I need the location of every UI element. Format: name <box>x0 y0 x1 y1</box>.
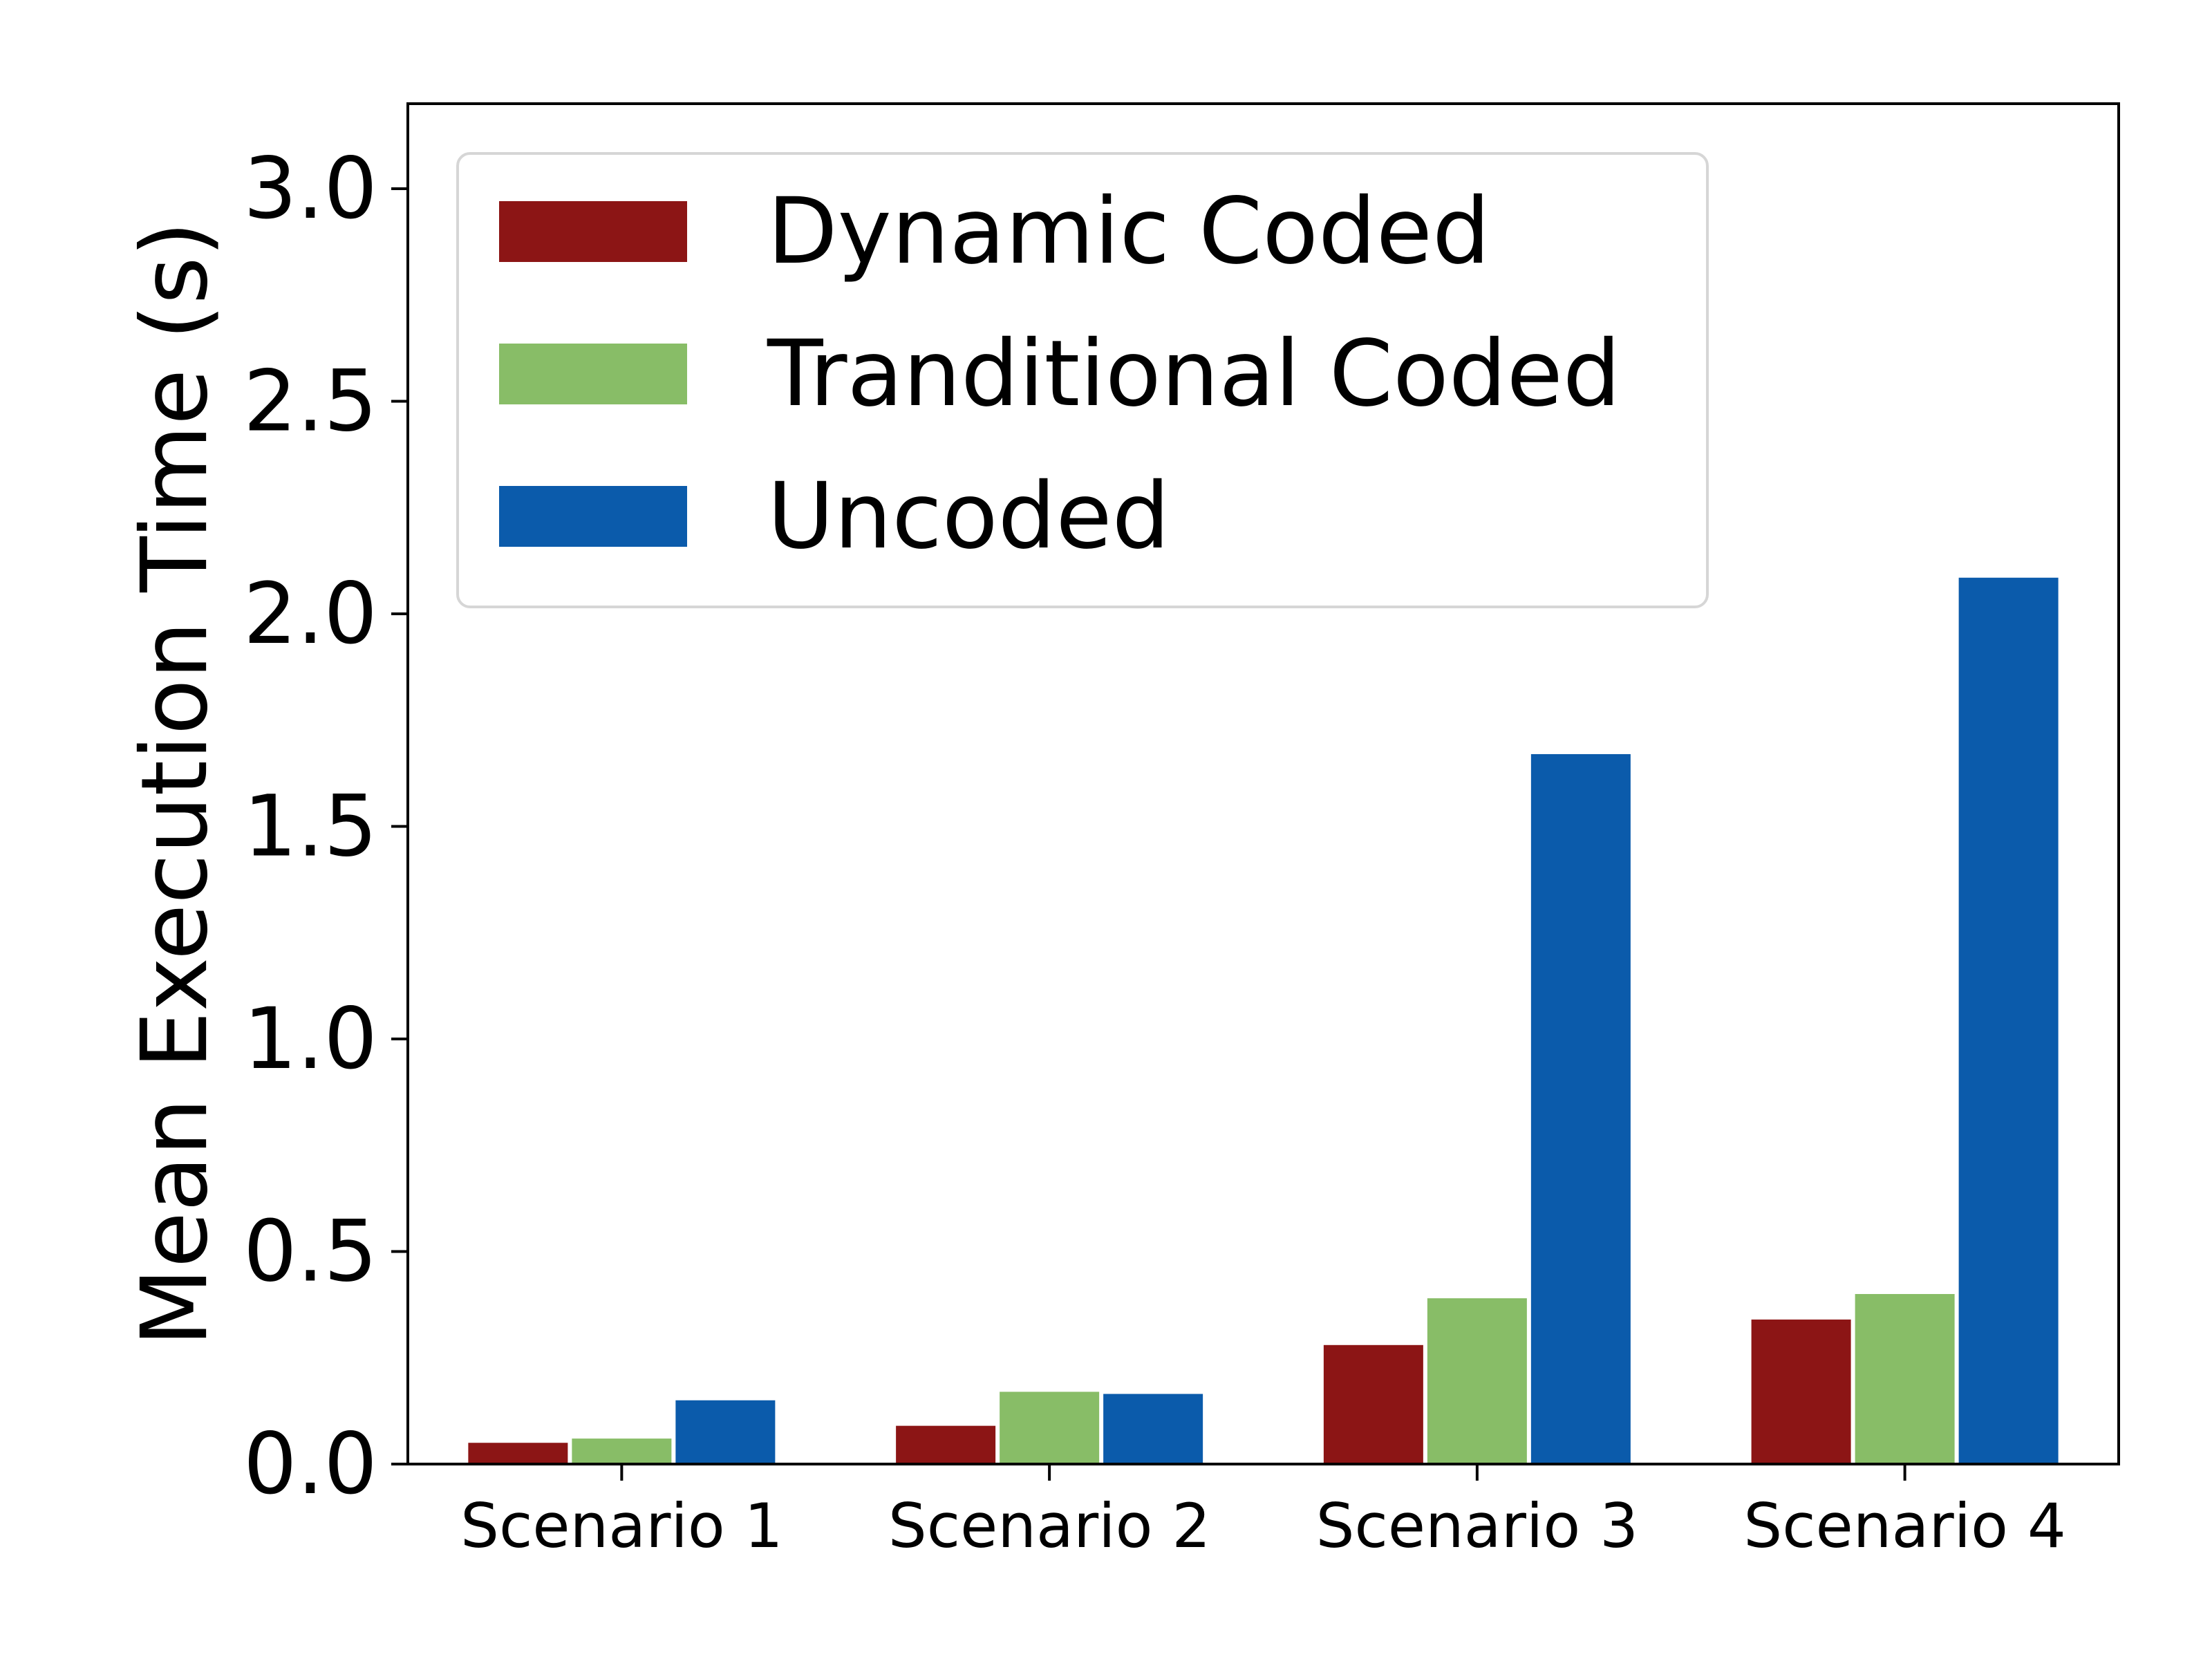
y-tick-label: 2.0 <box>243 565 377 663</box>
bar-dynamic-coded-4 <box>1751 1319 1851 1464</box>
bar-tranditional-coded-3 <box>1427 1298 1527 1464</box>
bar-uncoded-3 <box>1530 753 1631 1464</box>
x-tick-label: Scenario 3 <box>1316 1490 1639 1562</box>
bar-tranditional-coded-2 <box>1000 1391 1100 1464</box>
bar-tranditional-coded-4 <box>1855 1294 1955 1464</box>
bar-uncoded-1 <box>675 1400 776 1464</box>
y-axis-title: Mean Execution Time (s) <box>122 221 228 1347</box>
legend-swatch <box>499 201 687 262</box>
y-tick-label: 0.0 <box>243 1415 377 1513</box>
y-tick-label: 3.0 <box>243 140 377 238</box>
legend-label: Dynamic Coded <box>767 178 1490 285</box>
legend-label: Uncoded <box>767 463 1170 570</box>
bar-tranditional-coded-1 <box>572 1438 672 1464</box>
y-tick-label: 2.5 <box>243 353 377 451</box>
bar-dynamic-coded-2 <box>896 1425 996 1464</box>
bar-dynamic-coded-1 <box>468 1443 568 1464</box>
plot-area-frame <box>406 102 2120 1465</box>
bar-uncoded-2 <box>1103 1394 1203 1464</box>
legend-box <box>456 152 1709 608</box>
legend-label: Tranditional Coded <box>767 321 1621 427</box>
y-axis: 0.0 0.5 1.0 1.5 2.0 2.5 3.0 <box>243 140 408 1513</box>
bar-dynamic-coded-3 <box>1323 1344 1423 1464</box>
x-tick-label: Scenario 2 <box>888 1490 1211 1562</box>
bars <box>468 577 2059 1464</box>
legend-swatch <box>499 486 687 547</box>
x-tick-label: Scenario 1 <box>460 1490 783 1562</box>
legend: Dynamic Coded Tranditional Coded Uncoded <box>456 152 1709 608</box>
x-axis: Scenario 1 Scenario 2 Scenario 3 Scenario 4 <box>460 1464 2066 1562</box>
y-tick-label: 1.5 <box>243 778 377 876</box>
legend-swatch <box>499 344 687 404</box>
bar-uncoded-4 <box>1958 577 2059 1464</box>
x-tick-label: Scenario 4 <box>1743 1490 2066 1562</box>
y-tick-label: 1.0 <box>243 990 377 1088</box>
y-tick-label: 0.5 <box>243 1203 377 1301</box>
